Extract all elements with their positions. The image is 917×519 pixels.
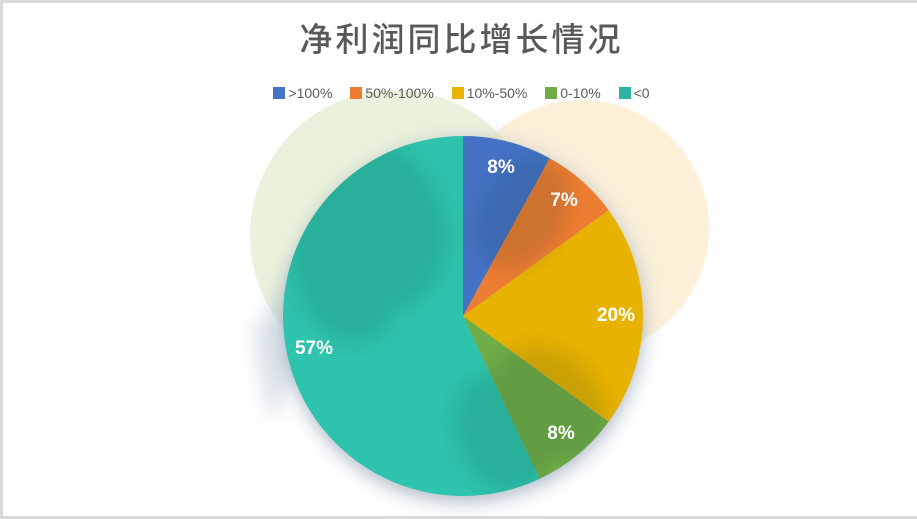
- svg-text:8%: 8%: [547, 423, 575, 444]
- svg-text:8%: 8%: [487, 157, 515, 178]
- svg-text:7%: 7%: [550, 190, 578, 211]
- svg-text:57%: 57%: [295, 338, 333, 359]
- svg-text:20%: 20%: [597, 305, 635, 326]
